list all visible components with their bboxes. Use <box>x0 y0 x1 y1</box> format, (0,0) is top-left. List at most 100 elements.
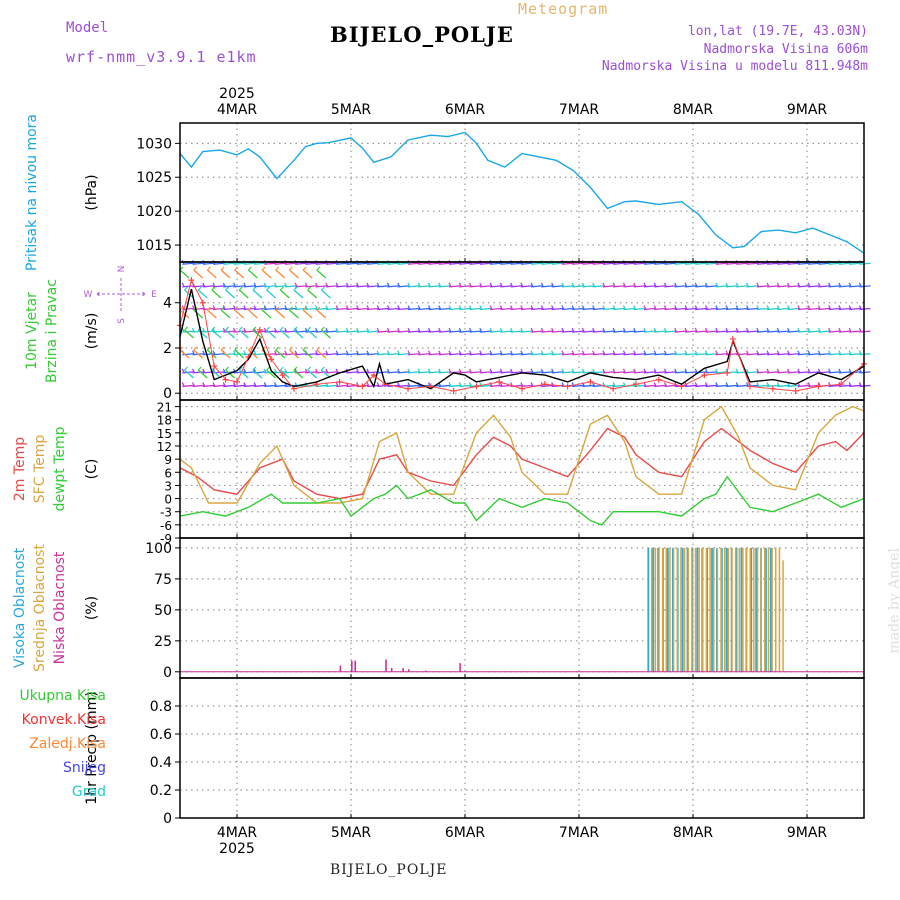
wind-barb <box>234 269 245 279</box>
wind-barb-flag <box>469 282 473 288</box>
wind-barb <box>302 269 313 279</box>
wind-barb <box>266 289 277 299</box>
wind-barb-flag <box>345 350 349 356</box>
wind-barb-flag <box>448 282 452 288</box>
wind-barb-flag <box>499 327 503 333</box>
signature-text: made by Angel <box>886 548 900 654</box>
wind-barb-flag <box>294 282 298 288</box>
wind-barb-flag <box>458 368 462 374</box>
wind-barb-flag <box>489 282 493 288</box>
wind-barb-flag <box>520 282 524 288</box>
wind-barb-flag <box>766 282 770 288</box>
mid-cloud-bar <box>712 547 715 672</box>
panel-frame <box>179 677 865 819</box>
wind-barb-flag <box>220 306 225 311</box>
wind-barb-flag <box>243 382 247 387</box>
wind-barb-flag <box>848 305 852 310</box>
wind-barb <box>234 349 245 359</box>
low-cloud-bar <box>339 665 342 672</box>
wind-barb <box>197 369 208 379</box>
wind-barb-flag <box>335 350 339 356</box>
footer-station-name: BIJELO_POLJE <box>330 862 448 878</box>
wind-barb-flag <box>438 327 442 333</box>
wind-barb-flag <box>756 282 760 288</box>
wind-barb-flag <box>684 350 688 356</box>
wind-barb-flag <box>540 350 544 356</box>
wind-barb-flag <box>206 266 211 271</box>
low-cloud-bar <box>385 659 387 672</box>
wind-barb-flag <box>479 368 483 374</box>
wind-barb-flag <box>787 350 791 356</box>
mid-cloud-bar <box>734 547 737 672</box>
wind-barb-flag <box>279 326 284 331</box>
wind-barb-flag <box>540 282 544 288</box>
wind-barb <box>220 269 231 279</box>
wind-barb-flag <box>612 382 616 387</box>
wind-barb-flag <box>715 350 719 356</box>
high-cloud-bar <box>720 547 723 672</box>
wind-barb-flag <box>848 327 852 333</box>
wind-barb <box>206 309 217 319</box>
wind-barb-flag <box>571 305 575 310</box>
wind-barb-flag <box>427 305 432 310</box>
wind-barb-flag <box>612 282 616 288</box>
wind-barb-flag <box>376 382 380 387</box>
top-time-label: 4MAR <box>217 102 258 118</box>
wind-barb <box>179 309 190 319</box>
wind-barb-flag <box>838 282 842 288</box>
wind-barb-flag <box>289 346 293 351</box>
mid-cloud-bar <box>709 547 711 672</box>
wind-barb-flag <box>766 327 770 333</box>
top-time-label: 7MAR <box>559 102 600 118</box>
y-tick-label: 0.4 <box>150 755 172 771</box>
wind-barb-flag <box>320 286 325 291</box>
wind-barb-flag <box>356 368 360 374</box>
wind-barb-flag <box>193 346 198 351</box>
precip-legend-label: Grad <box>72 784 106 800</box>
wind-barb-flag <box>274 368 278 374</box>
mid-cloud-bar <box>775 547 777 672</box>
wind-barb-flag <box>787 368 791 374</box>
top-time-label: 9MAR <box>787 102 828 118</box>
wind-barb-flag <box>458 305 462 310</box>
wind-barb-flag <box>266 366 271 371</box>
wind-barb-flag <box>581 305 585 310</box>
wind-barb-flag <box>315 327 319 333</box>
panel-cloud <box>175 537 865 679</box>
wind-barb-flag <box>561 350 565 356</box>
wind-barb-flag <box>294 305 298 310</box>
panel-unit-label: (m/s) <box>84 313 100 350</box>
wind-barb-flag <box>828 382 832 387</box>
wind-barb-flag <box>674 282 678 288</box>
mid-cloud-bar <box>702 547 704 672</box>
wind-barb-flag <box>622 382 626 387</box>
wind-barb-flag <box>653 350 657 356</box>
wind-barb-flag <box>315 368 319 374</box>
mid-cloud-bar <box>749 547 751 672</box>
wind-barb-flag <box>561 305 565 310</box>
mid-cloud-bar <box>716 547 719 672</box>
wind-barb-flag <box>602 350 606 356</box>
compass-w: W <box>84 290 93 300</box>
wind-barb-flag <box>489 350 493 356</box>
wind-barb-flag <box>612 305 616 310</box>
compass-rose <box>96 278 146 312</box>
wind-barb <box>193 349 204 359</box>
wind-barb-flag <box>520 368 524 374</box>
wind-barb <box>293 369 304 379</box>
wind-barb-flag <box>520 327 524 333</box>
low-cloud-bar <box>354 660 357 672</box>
wind-barb <box>316 309 327 319</box>
mid-cloud-bar <box>727 547 730 672</box>
wind-barb-flag <box>261 306 266 311</box>
wind-barb-flag <box>643 350 647 356</box>
wind-barb-flag <box>448 305 452 310</box>
wind-barb-flag <box>243 327 247 333</box>
panel-unit-label: (%) <box>84 596 100 620</box>
wind-barb-flag <box>234 306 239 311</box>
low-cloud-bar <box>459 663 461 672</box>
y-tick-label: 0 <box>164 493 172 507</box>
low-cloud-bar <box>425 670 427 672</box>
compass-n: N <box>117 266 127 273</box>
wind-barb-flag <box>602 327 606 333</box>
